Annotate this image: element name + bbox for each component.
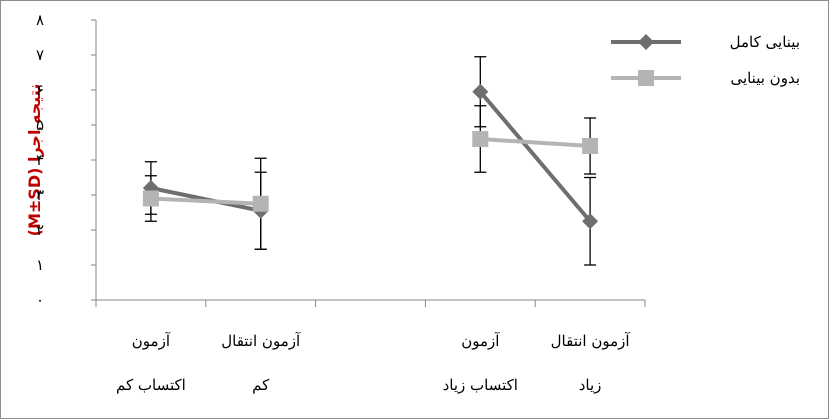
- y-tick-label: ۰: [36, 291, 44, 309]
- x-category-label: آزمون انتقال: [551, 332, 631, 350]
- legend-label: بدون بینایی: [730, 69, 800, 87]
- data-point-diamond: [638, 34, 654, 50]
- y-tick-label: ۴: [36, 151, 44, 169]
- data-point-square: [142, 190, 159, 207]
- x-category-label: اکتساب زیاد: [443, 376, 518, 394]
- x-category-label: آزمون: [132, 332, 171, 350]
- y-tick-label: ۸: [36, 11, 44, 29]
- data-point-diamond: [472, 83, 489, 100]
- y-tick-label: ۵: [36, 116, 44, 134]
- y-axis-label: (M±SD) نتیجه اجرا: [25, 84, 44, 237]
- x-category-label: اکتساب کم: [116, 376, 186, 394]
- legend-label: بینایی کامل: [730, 33, 800, 51]
- data-point-square: [582, 138, 599, 154]
- data-point-square: [472, 131, 489, 147]
- series-line: [150, 196, 261, 206]
- y-tick-label: ۱: [36, 256, 44, 274]
- y-tick-label: ۶: [36, 81, 44, 99]
- data-point-square: [638, 70, 654, 86]
- x-category-label: کم: [252, 376, 270, 394]
- series-line: [480, 137, 591, 148]
- data-point-diamond: [582, 213, 599, 230]
- y-tick-label: ۲: [36, 221, 44, 239]
- x-category-label: آزمون انتقال: [221, 332, 301, 350]
- y-tick-label: ۳: [36, 186, 44, 204]
- data-point-square: [252, 195, 269, 212]
- x-category-label: زیاد: [579, 376, 602, 394]
- y-tick-label: ۷: [36, 46, 44, 64]
- series-line: [478, 90, 592, 223]
- x-category-label: آزمون: [461, 332, 500, 350]
